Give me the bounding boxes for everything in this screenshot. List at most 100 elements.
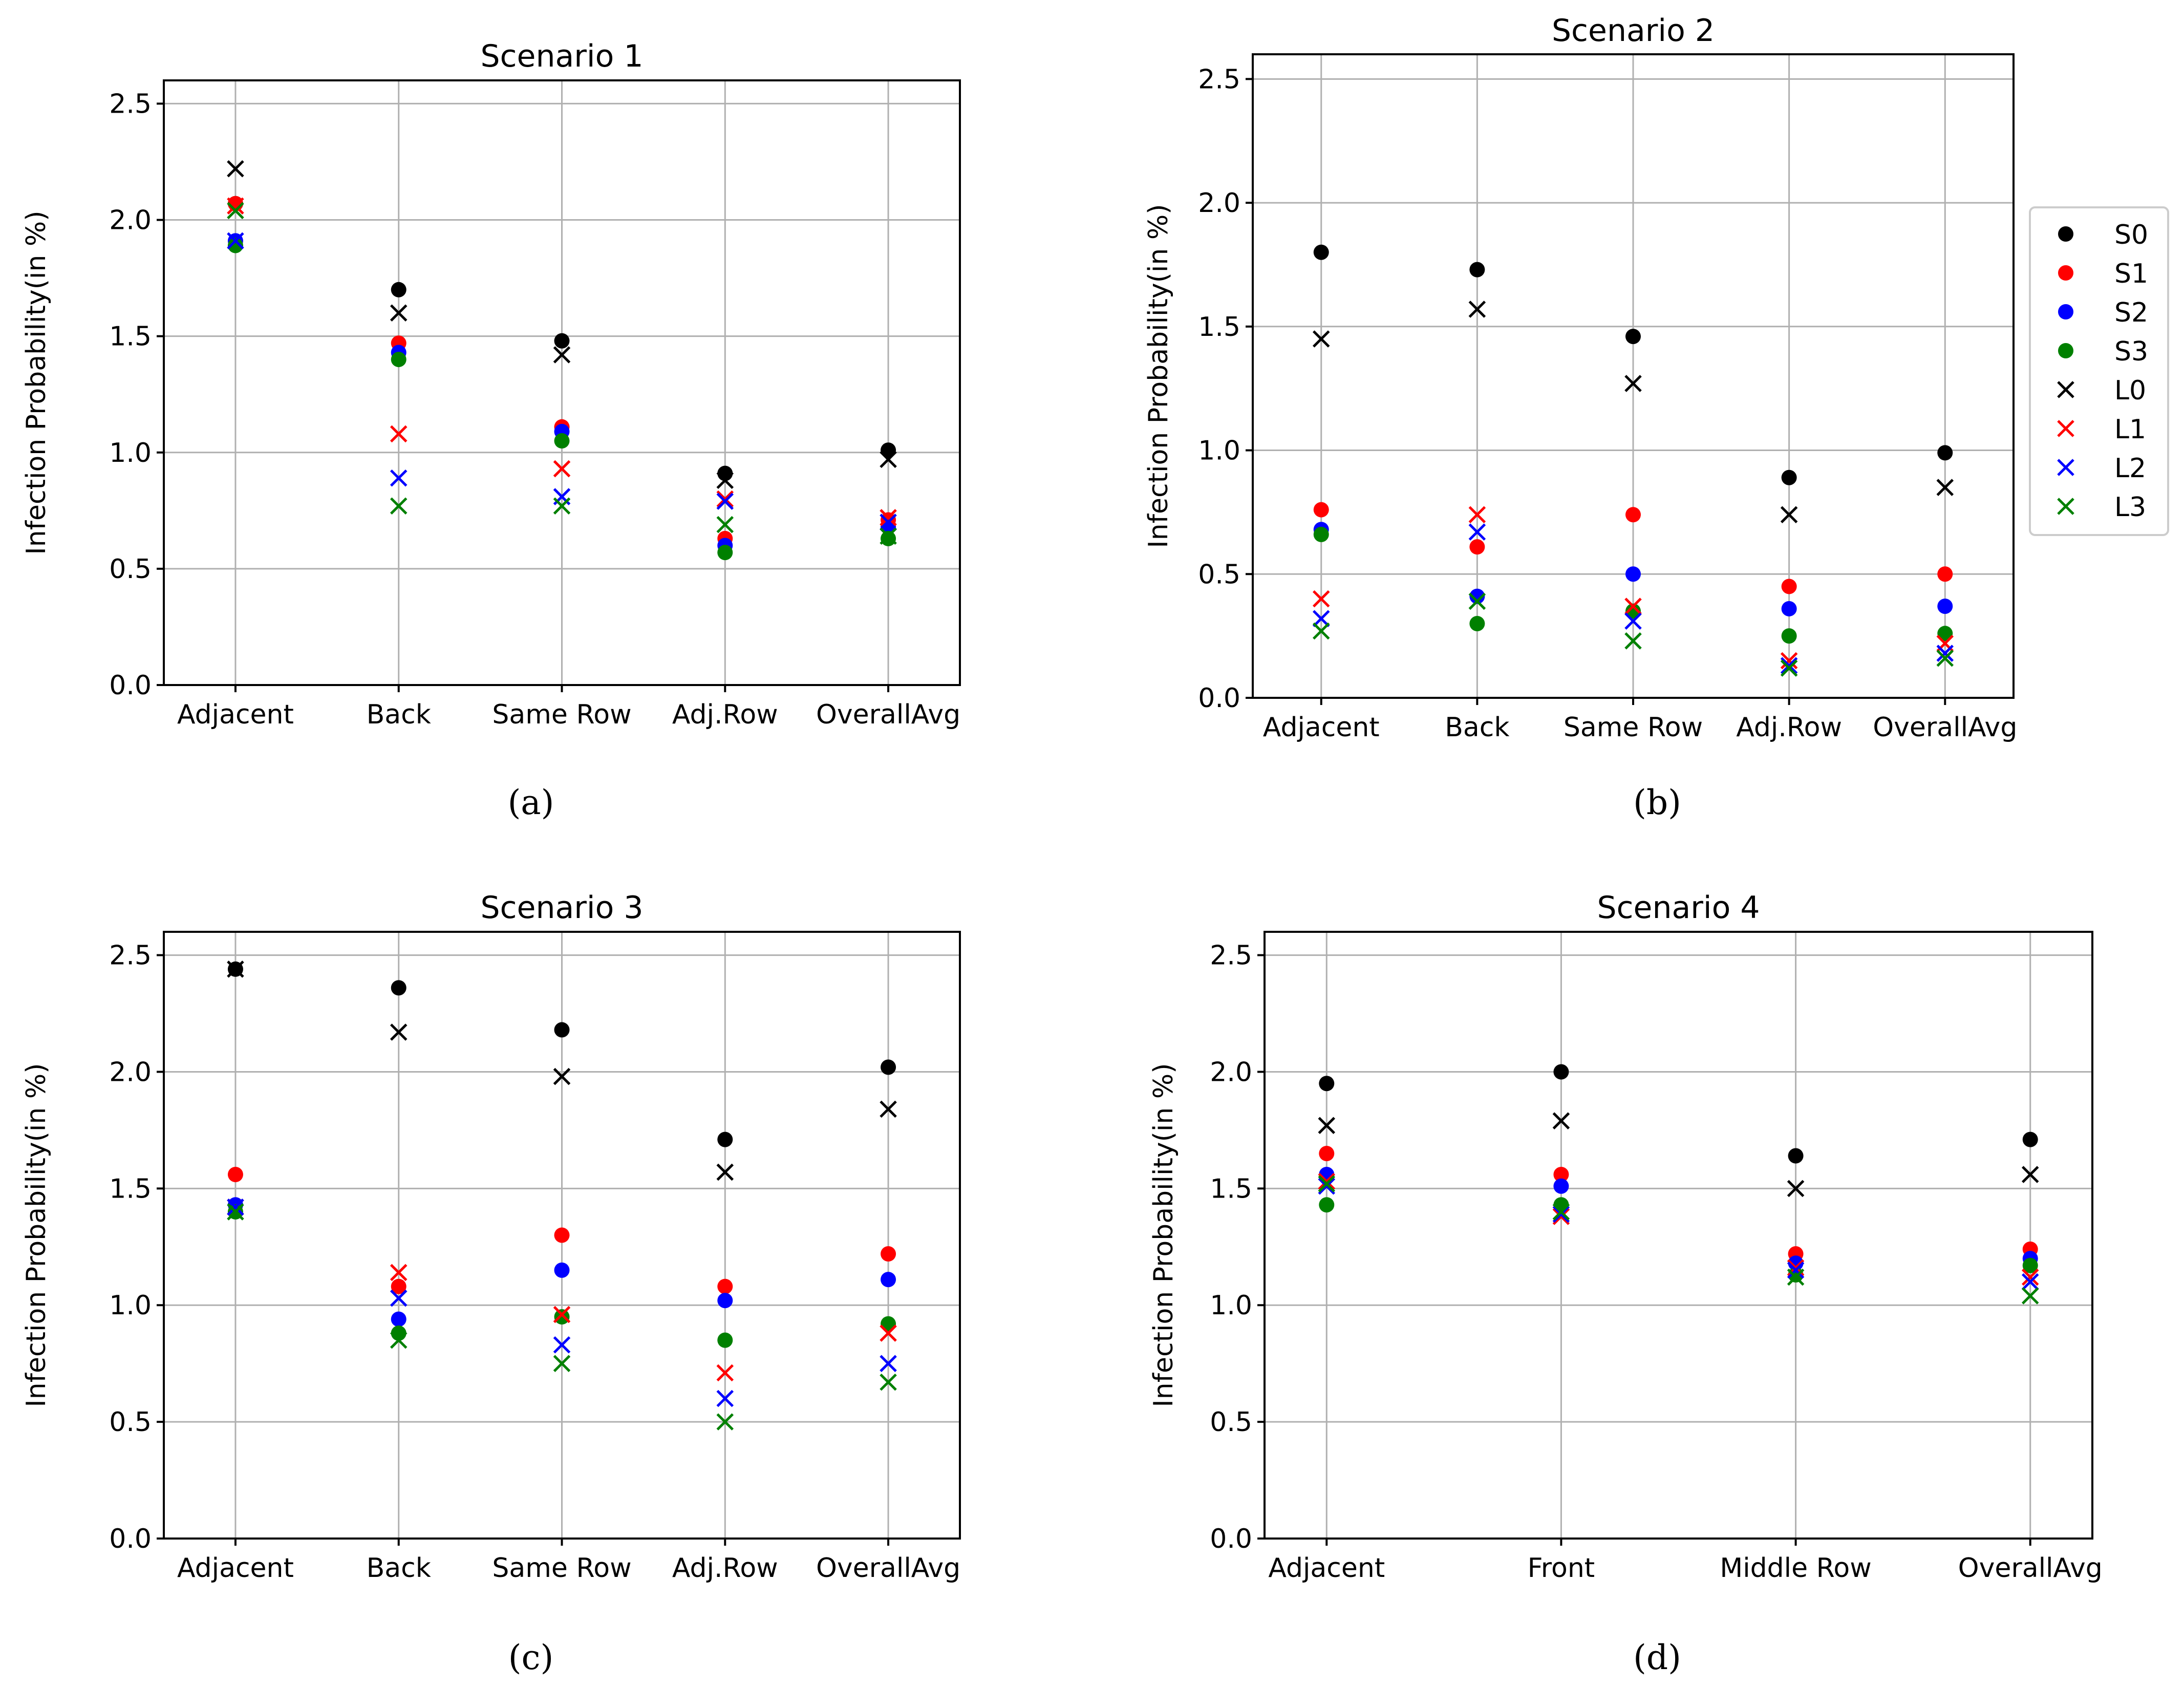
- legend: S0 S1 S2 S3 L0 L1 L2 L3: [2029, 206, 2169, 536]
- point-l1: [1624, 597, 1642, 615]
- y-tick-label: 0.0: [1198, 683, 1240, 714]
- point-s3: [881, 530, 896, 546]
- point-s3: [1313, 526, 1329, 542]
- point-l3: [390, 1331, 408, 1349]
- legend-marker: [2057, 459, 2074, 476]
- point-l1: [1312, 590, 1330, 608]
- point-l3: [1552, 1203, 1570, 1221]
- y-tick-label: 0.5: [109, 1407, 152, 1438]
- point-l0: [390, 1023, 408, 1041]
- point-l0: [1787, 1180, 1805, 1198]
- point-l0: [553, 1067, 571, 1085]
- panel-caption: (a): [508, 783, 554, 822]
- y-tick-label: 1.5: [109, 322, 152, 352]
- point-l2: [716, 1390, 734, 1407]
- point-l0: [1318, 1117, 1336, 1135]
- point-l3: [227, 202, 244, 220]
- y-tick-label: 1.5: [109, 1173, 152, 1204]
- point-l2: [553, 1336, 571, 1354]
- chart-title: Scenario 2: [1552, 13, 1715, 49]
- legend-item-s3: S3: [2058, 336, 2148, 367]
- y-tick-label: 0.5: [1210, 1407, 1252, 1438]
- chart-title: Scenario 3: [480, 890, 643, 926]
- legend-frame: [2029, 206, 2169, 536]
- y-axis-label: Infection Probability(in %): [1148, 1063, 1179, 1407]
- point-l3: [1312, 622, 1330, 640]
- point-l0: [880, 1100, 897, 1118]
- point-l1: [716, 490, 734, 508]
- point-l0: [227, 960, 244, 978]
- legend-label: L0: [2114, 375, 2146, 406]
- point-s1: [1319, 1145, 1335, 1161]
- point-l2: [390, 469, 408, 487]
- point-l2: [1318, 1178, 1336, 1195]
- point-s3: [227, 238, 243, 253]
- x-tick-label: Adjacent: [1268, 1553, 1385, 1584]
- point-s3: [717, 545, 733, 561]
- point-s3: [1937, 626, 1953, 642]
- x-tick-label: OverallAvg: [1873, 712, 2017, 743]
- legend-label: S3: [2114, 336, 2148, 367]
- y-axis-label: Infection Probability(in %): [21, 1063, 52, 1407]
- point-l0: [1312, 330, 1330, 348]
- point-s1: [1781, 579, 1797, 594]
- point-s0: [1313, 244, 1329, 260]
- x-tick-label: Same Row: [492, 699, 631, 730]
- point-l2: [880, 514, 897, 531]
- point-l2: [390, 1289, 408, 1307]
- panel-caption: (c): [508, 1638, 553, 1677]
- point-s0: [391, 980, 406, 996]
- point-l2: [1312, 610, 1330, 628]
- x-tick-label: Adjacent: [177, 699, 294, 730]
- point-l3: [553, 1355, 571, 1372]
- y-tick-label: 1.0: [1210, 1290, 1252, 1321]
- point-s2: [391, 1311, 406, 1327]
- x-tick-label: Adj.Row: [672, 1553, 778, 1584]
- x-tick-label: Back: [367, 699, 431, 730]
- point-l1: [1780, 652, 1798, 670]
- point-l2: [880, 1355, 897, 1372]
- point-l1: [2021, 1268, 2039, 1286]
- legend-marker: [2057, 498, 2074, 515]
- point-s1: [1625, 507, 1641, 523]
- y-tick-label: 2.5: [1210, 941, 1252, 971]
- point-l1: [553, 460, 571, 478]
- point-s0: [717, 1131, 733, 1147]
- point-l1: [390, 1264, 408, 1282]
- legend-marker: [2057, 381, 2074, 398]
- point-l0: [1468, 301, 1486, 318]
- point-s0: [881, 1059, 896, 1075]
- point-l1: [880, 509, 897, 526]
- point-l3: [880, 1373, 897, 1391]
- point-s2: [1553, 1178, 1569, 1194]
- point-l1: [716, 1364, 734, 1382]
- legend-label: L1: [2114, 414, 2146, 445]
- y-tick-label: 1.5: [1198, 312, 1240, 343]
- point-l0: [227, 160, 244, 178]
- point-s1: [391, 1278, 406, 1294]
- point-l0: [553, 346, 571, 364]
- point-l0: [880, 451, 897, 468]
- point-s2: [881, 1272, 896, 1288]
- point-s1: [1553, 1167, 1569, 1182]
- point-s3: [554, 433, 570, 449]
- point-l3: [390, 497, 408, 515]
- x-tick-label: Adj.Row: [672, 699, 778, 730]
- y-tick-label: 2.5: [109, 89, 152, 119]
- point-s3: [1319, 1197, 1335, 1213]
- y-tick-label: 1.0: [109, 1290, 152, 1321]
- chart-title: Scenario 1: [480, 38, 643, 74]
- point-s1: [554, 1227, 570, 1243]
- point-l1: [1318, 1172, 1336, 1190]
- legend-label: L2: [2114, 453, 2146, 484]
- point-s1: [227, 1167, 243, 1182]
- point-l2: [1936, 645, 1954, 662]
- x-tick-label: Front: [1528, 1553, 1595, 1584]
- panel-caption: (b): [1633, 783, 1681, 822]
- x-tick-label: Adj.Row: [1736, 712, 1842, 743]
- point-l2: [716, 493, 734, 510]
- point-l0: [716, 1163, 734, 1181]
- point-l0: [2021, 1166, 2039, 1183]
- y-tick-label: 0.0: [109, 670, 152, 701]
- point-s3: [717, 1332, 733, 1348]
